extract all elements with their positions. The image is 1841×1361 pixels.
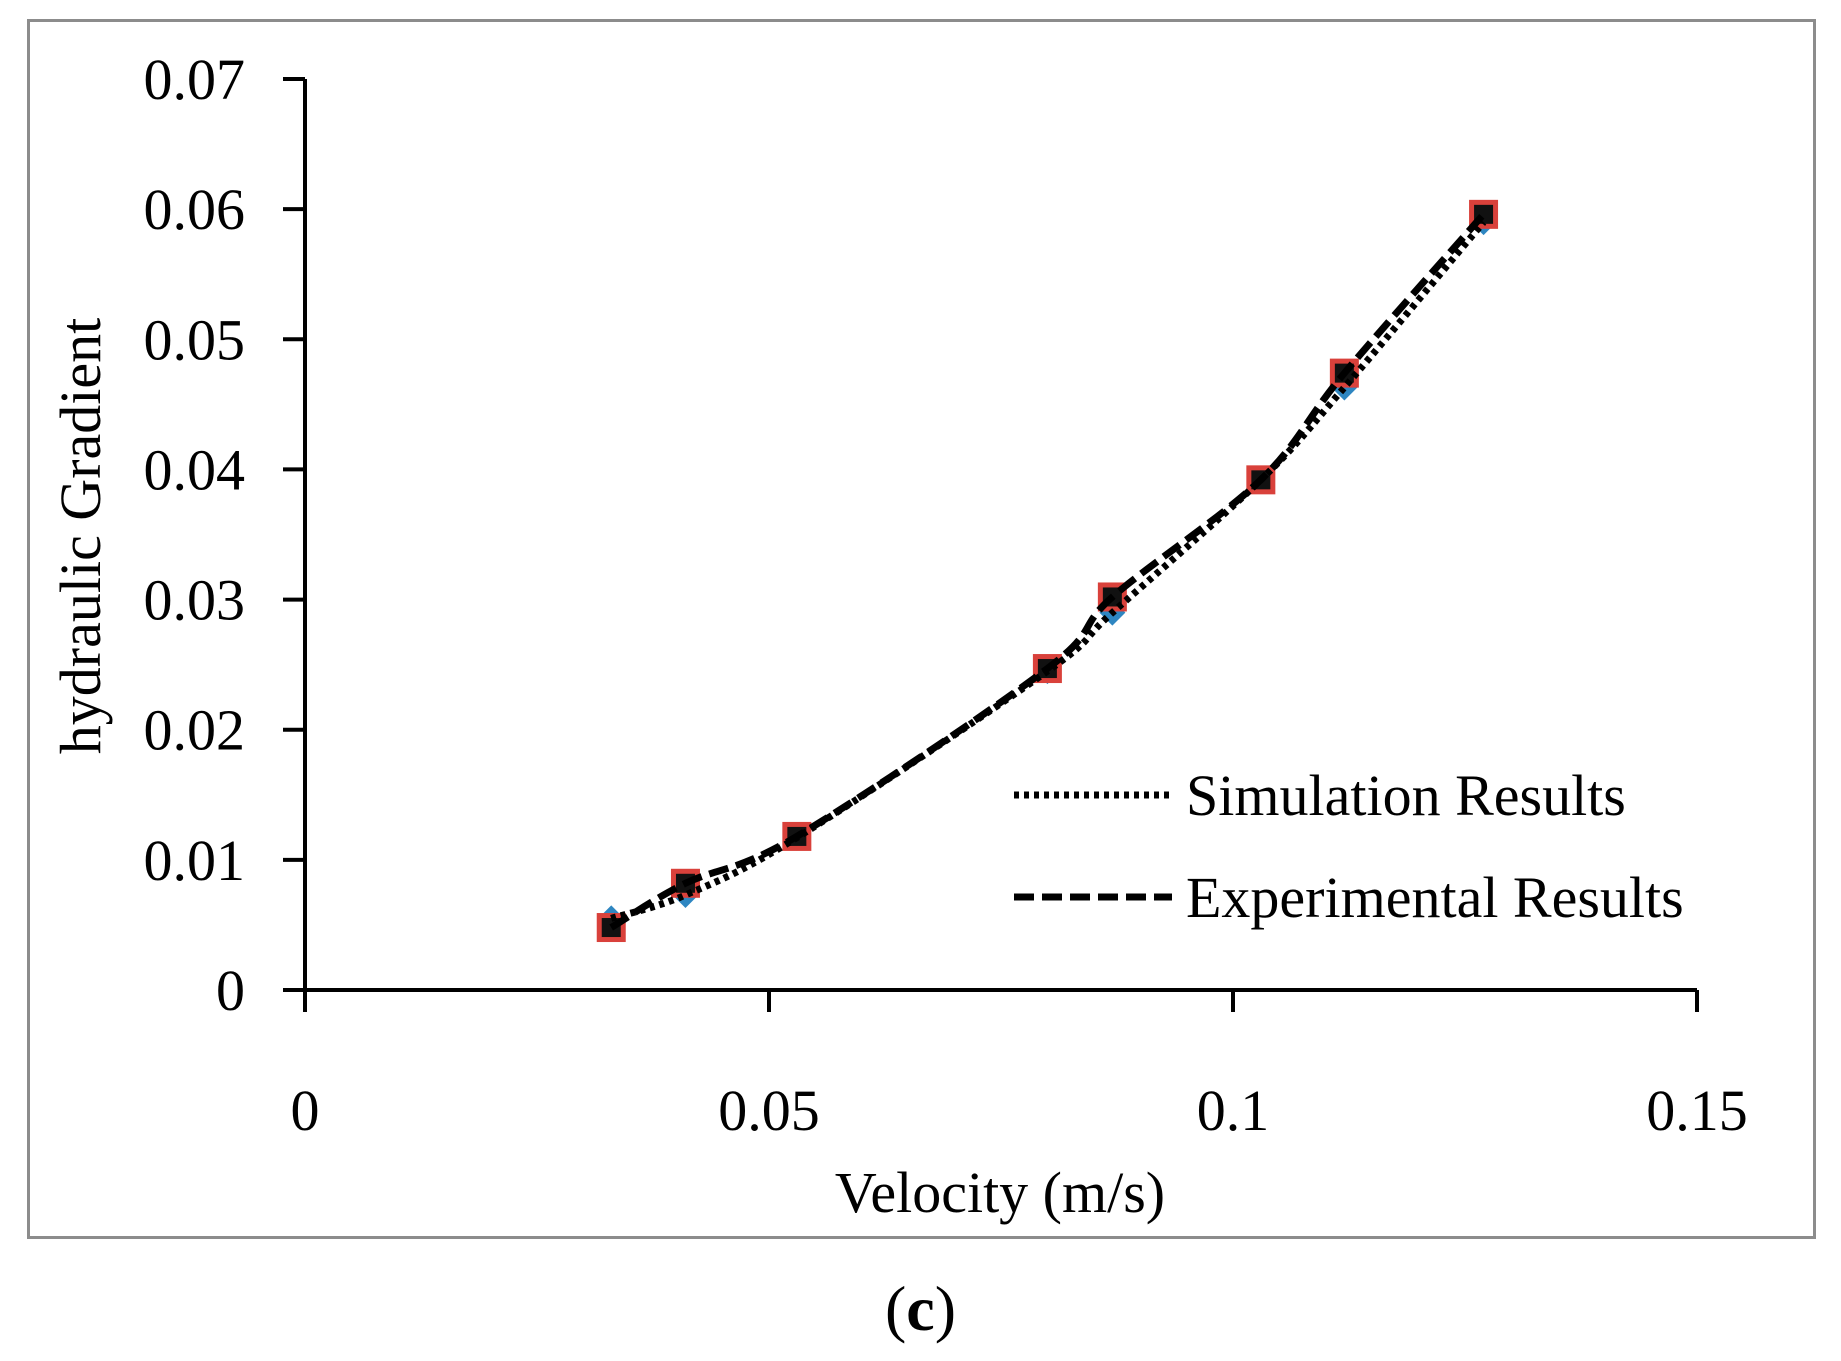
legend: Simulation Results Experimental Results	[1014, 763, 1684, 930]
x-tick-label: 0	[291, 1078, 320, 1143]
y-axis-label: hydraulic Gradient	[48, 318, 113, 754]
axes: 0 0.01 0.02 0.03 0.04 0.05 0.06 0.07 0 0.05 0.1 0.1…	[144, 47, 1748, 1143]
experimental-line	[609, 211, 1487, 931]
y-tick-label: 0.01	[144, 828, 246, 893]
panel-label-letter: c	[906, 1273, 935, 1344]
y-tick-label: 0.05	[144, 307, 246, 372]
legend-label: Simulation Results	[1186, 763, 1626, 828]
x-axis-label: Velocity (m/s)	[835, 1160, 1165, 1225]
x-tick-label: 0.05	[718, 1078, 820, 1143]
panel-label-close: )	[934, 1273, 957, 1344]
y-tick-label: 0.07	[144, 47, 246, 112]
y-tick-label: 0.02	[144, 698, 246, 763]
x-tick-label: 0.15	[1646, 1078, 1748, 1143]
x-tick-label: 0.1	[1197, 1078, 1270, 1143]
y-tick-label: 0.04	[144, 437, 246, 502]
panel-label-open: (	[884, 1273, 907, 1344]
simulation-line	[610, 219, 1487, 922]
series-layer	[596, 199, 1499, 943]
y-tick-label: 0	[216, 958, 245, 1023]
legend-label: Experimental Results	[1186, 865, 1684, 930]
panel-label: (c)	[0, 1272, 1841, 1346]
y-tick-label: 0.03	[144, 568, 246, 633]
y-tick-label: 0.06	[144, 177, 246, 242]
chart-frame	[27, 19, 1816, 1239]
